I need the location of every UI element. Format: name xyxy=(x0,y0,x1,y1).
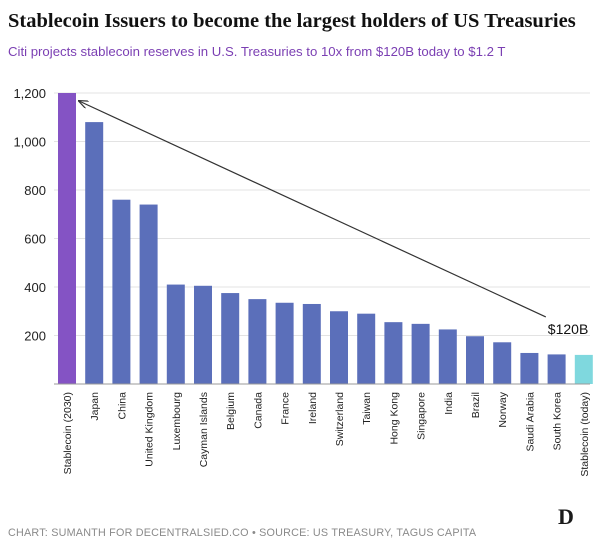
x-tick-label: France xyxy=(280,392,292,425)
bar xyxy=(302,303,321,384)
x-tick-label: Stablecoin (2030) xyxy=(62,392,74,474)
bar xyxy=(357,313,376,384)
bar xyxy=(166,284,185,384)
y-tick-label: 1,200 xyxy=(13,86,46,101)
x-tick-label: Saudi Arabia xyxy=(524,392,536,452)
x-tick-label: Stablecoin (today) xyxy=(579,392,591,477)
bar xyxy=(112,199,131,384)
bar xyxy=(384,322,403,384)
y-tick-label: 800 xyxy=(24,183,46,198)
bar xyxy=(85,122,104,384)
bar xyxy=(58,93,76,384)
bar xyxy=(493,342,512,384)
bar xyxy=(330,311,348,384)
x-tick-label: Norway xyxy=(497,391,509,427)
annotation-arrow xyxy=(79,101,547,318)
bar xyxy=(438,329,457,384)
y-tick-label: 1,000 xyxy=(13,135,46,150)
x-tick-label: India xyxy=(443,392,455,415)
x-tick-label: Brazil xyxy=(470,392,482,418)
chart-title: Stablecoin Issuers to become the largest… xyxy=(8,10,576,32)
bar xyxy=(275,302,294,384)
x-tick-label: Hong Kong xyxy=(388,392,400,445)
x-tick-label: Taiwan xyxy=(361,392,373,425)
bar xyxy=(574,354,593,384)
bar xyxy=(194,285,212,384)
x-tick-label: Luxembourg xyxy=(171,392,183,451)
bar xyxy=(248,299,267,384)
x-tick-label: Belgium xyxy=(225,392,237,430)
y-tick-label: 600 xyxy=(24,232,46,247)
bar xyxy=(466,336,484,384)
bar xyxy=(411,323,430,384)
x-tick-label: Cayman Islands xyxy=(198,392,210,467)
bar xyxy=(139,204,158,384)
bar xyxy=(547,354,566,384)
chart-subtitle: Citi projects stablecoin reserves in U.S… xyxy=(8,44,506,59)
x-tick-label: Japan xyxy=(89,392,101,421)
y-tick-label: 200 xyxy=(24,329,46,344)
x-tick-label: United Kingdom xyxy=(144,392,156,467)
footer-credit: CHART: SUMANTH FOR DECENTRALSIED.CO • SO… xyxy=(8,527,477,539)
x-tick-label: Singapore xyxy=(416,392,428,440)
y-tick-label: 400 xyxy=(24,280,46,295)
bar xyxy=(520,352,539,384)
x-tick-label: China xyxy=(116,392,128,420)
brand-logo: D xyxy=(558,504,574,529)
bar xyxy=(221,293,240,384)
x-tick-label: South Korea xyxy=(552,392,564,451)
x-tick-label: Ireland xyxy=(307,392,319,424)
x-tick-label: Switzerland xyxy=(334,392,346,446)
annotation-label: $120B xyxy=(548,321,588,337)
x-tick-label: Canada xyxy=(252,392,264,429)
